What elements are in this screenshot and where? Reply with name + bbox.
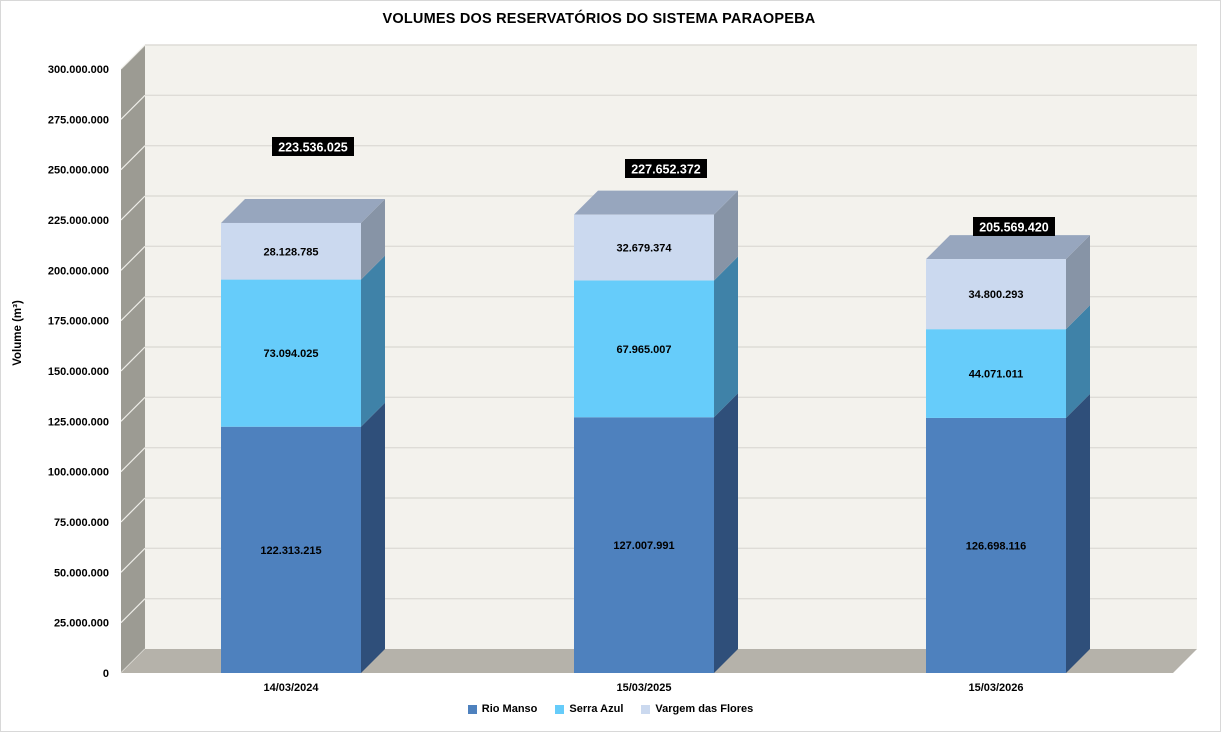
legend-item: Serra Azul	[555, 703, 623, 715]
bar-segment-1-0	[221, 279, 361, 427]
bar-side-1-0	[361, 255, 385, 427]
bar-segment-label: 67.965.007	[616, 344, 671, 356]
bar-side-1-1	[714, 256, 738, 418]
legend-label: Vargem das Flores	[655, 703, 754, 715]
bar-segment-2-2	[926, 259, 1066, 330]
wall-tick-line	[120, 296, 146, 322]
x-category-label: 15/03/2026	[968, 682, 1023, 694]
bar-side-0-0	[361, 402, 385, 673]
y-tick-label: 25.000.000	[54, 618, 109, 630]
legend-marker	[641, 704, 651, 714]
legend-marker	[555, 704, 565, 714]
legend-label: Rio Manso	[481, 703, 538, 715]
bar-side-0-1	[714, 393, 738, 673]
bar-top-2-0	[221, 198, 385, 223]
y-tick-label: 225.000.000	[48, 215, 109, 227]
y-tick-label: 75.000.000	[54, 517, 109, 529]
y-tick-label: 175.000.000	[48, 316, 109, 328]
wall-tick-line	[120, 94, 146, 120]
wall-tick-line	[120, 547, 146, 573]
bar-segment-label: 126.698.116	[966, 540, 1027, 552]
bar-segment-label: 73.094.025	[263, 348, 318, 360]
bar-side-2-1	[714, 190, 738, 281]
chart-title: VOLUMES DOS RESERVATÓRIOS DO SISTEMA PAR…	[382, 11, 816, 27]
x-category-label: 15/03/2025	[616, 682, 671, 694]
total-label-box	[625, 159, 707, 178]
y-tick-label: 125.000.000	[48, 416, 109, 428]
total-label: 227.652.372	[631, 163, 701, 177]
bar-side-2-0	[361, 198, 385, 280]
legend-label: Serra Azul	[569, 703, 624, 715]
wall-tick-line	[120, 245, 146, 271]
wall-tick-line	[120, 598, 146, 624]
wall-tick-line	[120, 396, 146, 422]
wall-tick-line	[120, 497, 146, 523]
bar-side-0-2	[1066, 393, 1090, 673]
wall-tick-line	[120, 44, 146, 70]
y-tick-label: 250.000.000	[48, 165, 109, 177]
total-label: 205.569.420	[979, 221, 1049, 235]
wall-tick-line	[120, 346, 146, 372]
y-tick-label: 100.000.000	[48, 467, 109, 479]
y-tick-label: 50.000.000	[54, 567, 109, 579]
total-label-box	[272, 137, 354, 156]
bar-segment-label: 122.313.215	[260, 545, 321, 557]
bar-segment-label: 32.679.374	[616, 243, 672, 255]
legend-item: Vargem das Flores	[641, 703, 753, 715]
bar-top-2-2	[926, 235, 1090, 260]
wall-tick-line	[120, 145, 146, 171]
bar-segment-0-1	[574, 417, 714, 673]
y-axis-title: Volume (m³)	[12, 300, 24, 366]
y-tick-label: 300.000.000	[48, 64, 109, 76]
bar-segment-1-1	[574, 280, 714, 418]
bar-segment-1-2	[926, 329, 1066, 418]
y-tick-label: 150.000.000	[48, 366, 109, 378]
legend-marker	[467, 704, 477, 714]
legend: Rio Manso Serra Azul Vargem das Flores	[1, 703, 1220, 715]
bar-segment-2-1	[574, 214, 714, 281]
total-label-box	[973, 217, 1055, 236]
y-tick-label: 275.000.000	[48, 114, 109, 126]
y-tick-label: 0	[103, 668, 109, 680]
bar-side-2-2	[1066, 235, 1090, 330]
bar-segment-0-0	[221, 426, 361, 673]
bar-top-2-1	[574, 190, 738, 215]
wall-tick-line	[120, 195, 146, 221]
x-category-label: 14/03/2024	[263, 682, 319, 694]
bar-segment-label: 44.071.011	[969, 369, 1023, 381]
legend-item: Rio Manso	[467, 703, 538, 715]
bar-segment-label: 28.128.785	[263, 246, 318, 258]
y-tick-label: 200.000.000	[48, 265, 109, 277]
total-label: 223.536.025	[278, 141, 348, 155]
bar-segment-0-2	[926, 417, 1066, 673]
bar-segment-2-0	[221, 222, 361, 280]
bar-segment-label: 34.800.293	[968, 289, 1023, 301]
wall-tick-line	[120, 447, 146, 473]
bar-side-1-2	[1066, 305, 1090, 418]
bar-segment-label: 127.007.991	[613, 540, 674, 552]
